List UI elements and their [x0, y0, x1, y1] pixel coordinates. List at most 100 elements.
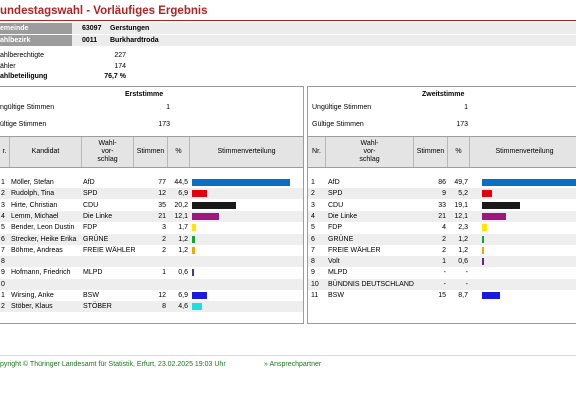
row-stimmen: 12: [158, 292, 166, 299]
gemeinde-label: emeinde: [0, 23, 72, 34]
row-stimmen: 4: [442, 224, 446, 232]
wahlbezirk-row: ahlbezirk 0011 Burkhardtroda: [0, 35, 576, 46]
stat-value: 227: [114, 52, 126, 59]
row-partei: MLPD: [328, 269, 348, 277]
erst-table-row: 0: [0, 278, 303, 290]
row-stimmen: 33: [438, 201, 446, 209]
col-prozent: %: [448, 137, 470, 167]
row-kandidat: Lemm, Michael: [11, 212, 59, 220]
row-nr: 10: [311, 280, 319, 288]
wahlbezirk-name: Burkhardtroda: [110, 37, 159, 44]
row-stimmen: 1: [162, 269, 166, 277]
zweit-ungueltig-label: Ungültige Stimmen: [312, 104, 372, 111]
zweit-table-row: 1 AfD 86 49,7: [308, 177, 576, 188]
row-stimmen: 2: [162, 246, 166, 254]
row-prozent: 0,6: [458, 258, 468, 266]
erst-column-header: r. Kandidat Wahl- vor- schlag Stimmen % …: [0, 136, 303, 168]
row-prozent: 2,3: [458, 224, 468, 232]
row-partei: FDP: [83, 224, 97, 232]
row-kandidat: Böhme, Andreas: [11, 246, 63, 254]
row-partei: BSW: [83, 292, 99, 299]
vote-bar: [192, 201, 237, 209]
erst-table-row: 2 Rudolph, Tina SPD 12 6,9: [0, 188, 303, 200]
row-stimmen: 2: [162, 235, 166, 243]
row-nr: 2: [311, 190, 315, 198]
col-stimmen: Stimmen: [414, 137, 448, 167]
page-title: undestagswahl - Vorläufiges Ergebnis: [0, 5, 208, 17]
row-kandidat: Strecker, Heike Erika: [11, 235, 77, 243]
col-stimmen: Stimmen: [134, 137, 168, 167]
row-partei: SPD: [328, 190, 343, 198]
zweit-gueltig-row: Gültige Stimmen 173: [312, 120, 468, 130]
row-partei: CDU: [328, 201, 344, 209]
wahlbezirk-code: 0011: [82, 37, 98, 44]
zweit-gueltig-label: Gültige Stimmen: [312, 121, 364, 128]
row-kandidat: Möller, Stefan: [11, 179, 54, 186]
row-nr: 6: [311, 235, 315, 243]
stat-label: ähler: [0, 63, 16, 70]
row-prozent: -: [465, 269, 468, 277]
vote-bar: [482, 258, 484, 266]
row-partei: Die Linke: [328, 212, 358, 220]
erst-gueltig-row: ültige Stimmen 173: [0, 120, 170, 130]
vote-bar: [192, 269, 194, 277]
row-prozent: 12,1: [454, 212, 468, 220]
zweit-table-row: 10 BÜNDNIS DEUTSCHLAND - -: [308, 278, 576, 290]
vote-bar: [192, 246, 195, 254]
stat-wahlbeteiligung: ahlbeteiligung 76,7 %: [0, 72, 126, 82]
row-kandidat: Hirte, Christian: [11, 201, 58, 209]
row-kandidat: Hofmann, Friedrich: [11, 269, 71, 277]
vote-bar: [482, 235, 485, 243]
row-prozent: 5,2: [458, 190, 468, 198]
row-nr: 7: [1, 246, 5, 254]
row-nr: 8: [1, 258, 5, 266]
col-nr: Nr.: [308, 137, 326, 167]
title-divider: [0, 20, 576, 21]
erst-table-row: 5 Bender, Leon Dustin FDP 3 1,7: [0, 222, 303, 233]
row-prozent: 44,5: [174, 179, 188, 186]
row-stimmen: 77: [158, 179, 166, 186]
zweit-table-row: 2 SPD 9 5,2: [308, 188, 576, 200]
vote-bar: [192, 212, 219, 220]
row-stimmen: 1: [442, 258, 446, 266]
vote-bar: [192, 190, 208, 198]
row-stimmen: 15: [438, 292, 446, 299]
row-stimmen: 2: [442, 235, 446, 243]
row-partei: FDP: [328, 224, 342, 232]
row-nr: 0: [1, 280, 5, 288]
row-prozent: 4,6: [178, 303, 188, 311]
col-prozent: %: [168, 137, 190, 167]
row-nr: 11: [311, 292, 319, 299]
vote-bar: [482, 212, 507, 220]
vote-bar: [192, 292, 208, 299]
zweit-gueltig-value: 173: [456, 121, 468, 128]
row-prozent: 19,1: [454, 201, 468, 209]
col-stimmenverteilung: Stimmenverteilung: [495, 148, 554, 155]
row-stimmen: 12: [158, 190, 166, 198]
row-prozent: 1,2: [458, 246, 468, 254]
stat-waehler: ähler 174: [0, 62, 126, 72]
row-nr: 5: [311, 224, 315, 232]
erst-table-row: 6 Strecker, Heike Erika GRÜNE 2 1,2: [0, 233, 303, 245]
gemeinde-code: 63097: [82, 25, 102, 32]
erst-gueltig-value: 173: [158, 121, 170, 128]
zweit-table-row: 7 FREIE WÄHLER 2 1,2: [308, 245, 576, 256]
row-stimmen: -: [443, 280, 446, 288]
row-nr: 1: [1, 292, 5, 299]
vote-bar: [192, 235, 195, 243]
zweit-ungueltig-row: Ungültige Stimmen 1: [312, 103, 468, 113]
vote-bar: [192, 224, 196, 232]
row-stimmen: -: [443, 269, 446, 277]
row-partei: STÖBER: [83, 303, 112, 311]
row-kandidat: Wirsing, Anke: [11, 292, 54, 299]
row-nr: 4: [311, 212, 315, 220]
erst-table-row: 8: [0, 256, 303, 268]
row-nr: 3: [1, 201, 5, 209]
row-nr: 9: [1, 269, 5, 277]
copyright-text: pyright © Thüringer Landesamt für Statis…: [0, 361, 226, 368]
col-partei: Wahl- vor- schlag: [326, 137, 414, 167]
vote-bar: [192, 303, 203, 311]
row-prozent: 6,9: [178, 190, 188, 198]
ansprechpartner-link[interactable]: » Ansprechpartner: [264, 361, 322, 368]
zweitstimme-title: Zweitstimme: [422, 91, 465, 98]
